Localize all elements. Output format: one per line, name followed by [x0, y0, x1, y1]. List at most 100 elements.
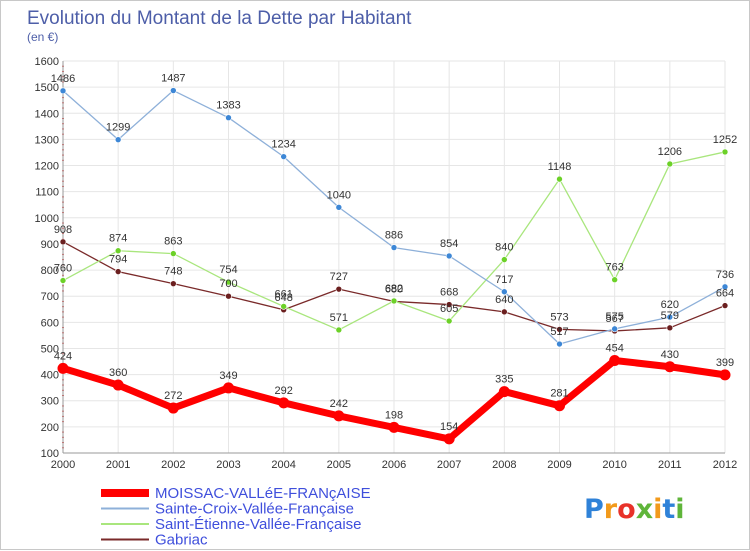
- legend-label: MOISSAC-VALLéE-FRANçAISE: [155, 485, 371, 502]
- x-tick-label: 2009: [547, 459, 571, 471]
- data-point: [721, 283, 729, 291]
- logo-letter: t: [662, 494, 675, 525]
- x-tick-label: 2001: [106, 459, 130, 471]
- data-label: 335: [495, 374, 513, 386]
- data-point: [170, 280, 177, 287]
- data-point: [114, 247, 122, 255]
- data-label: 640: [495, 294, 513, 306]
- x-tick-label: 2004: [271, 459, 295, 471]
- data-label: 754: [219, 264, 237, 276]
- y-tick-label: 700: [41, 291, 59, 303]
- data-label: 760: [54, 263, 72, 275]
- data-point: [390, 244, 398, 251]
- data-point: [59, 87, 67, 95]
- data-label: 854: [440, 238, 458, 250]
- data-point: [501, 288, 508, 296]
- data-point: [280, 153, 287, 160]
- legend: MOISSAC-VALLéE-FRANçAISESainte-Croix-Val…: [101, 485, 371, 549]
- data-point: [666, 160, 674, 168]
- data-label: 517: [550, 326, 568, 338]
- data-label: 292: [274, 385, 292, 397]
- data-label: 1040: [327, 189, 351, 201]
- data-point: [556, 175, 563, 183]
- y-tick-label: 900: [41, 239, 59, 251]
- x-tick-label: 2005: [327, 459, 351, 471]
- data-label: 360: [109, 367, 127, 379]
- data-label: 1486: [51, 73, 75, 85]
- data-label: 863: [164, 236, 182, 248]
- x-tick-label: 2003: [216, 459, 240, 471]
- data-point: [112, 379, 124, 391]
- data-point: [498, 386, 510, 398]
- data-point: [225, 292, 232, 300]
- data-point: [445, 301, 453, 308]
- y-tick-label: 400: [41, 370, 59, 382]
- chart-unit: (en €): [27, 30, 58, 44]
- x-tick-label: 2000: [51, 459, 75, 471]
- data-point: [611, 325, 618, 333]
- logo-letter: x: [636, 494, 653, 525]
- data-label: 242: [330, 398, 348, 410]
- data-label: 579: [661, 310, 679, 322]
- data-point: [335, 326, 343, 334]
- data-label: 1148: [548, 161, 572, 173]
- data-label: 661: [274, 288, 292, 300]
- data-label: 198: [385, 409, 403, 421]
- data-point: [333, 410, 345, 422]
- data-label: 424: [54, 350, 72, 362]
- y-tick-label: 300: [41, 396, 59, 408]
- y-tick-label: 1000: [35, 213, 59, 225]
- logo-letter: o: [617, 494, 636, 525]
- data-point: [57, 362, 69, 374]
- data-label: 682: [385, 283, 403, 295]
- x-tick-label: 2010: [602, 459, 626, 471]
- data-label: 430: [661, 349, 679, 361]
- data-label: 648: [274, 292, 292, 304]
- y-tick-label: 500: [41, 343, 59, 355]
- data-point: [225, 114, 232, 122]
- data-point: [167, 402, 179, 414]
- logo-letter: i: [675, 494, 684, 525]
- data-point: [223, 382, 234, 394]
- data-label: 874: [109, 233, 127, 245]
- data-point: [501, 308, 508, 316]
- y-tick-label: 1400: [35, 108, 59, 120]
- data-label: 886: [385, 230, 403, 242]
- y-tick-label: 1600: [35, 56, 59, 68]
- y-tick-label: 100: [41, 448, 59, 460]
- data-label: 1206: [658, 146, 682, 158]
- legend-label: Sainte-Croix-Vallée-Française: [155, 501, 354, 518]
- y-tick-label: 800: [41, 265, 59, 277]
- x-tick-label: 2008: [492, 459, 516, 471]
- logo-letter: P: [584, 494, 604, 525]
- data-label: 1252: [713, 134, 737, 146]
- x-tick-label: 2011: [658, 459, 682, 471]
- data-point: [59, 277, 67, 284]
- data-label: 794: [109, 254, 127, 266]
- logo-text: Proxiti: [584, 494, 685, 525]
- data-label: 1487: [161, 73, 185, 85]
- data-point: [445, 317, 453, 325]
- plot-area: 100 200 300 400 500 600 700 800 900 1000 1100 1200 1…: [35, 56, 738, 471]
- data-label: 840: [495, 242, 513, 254]
- data-point: [664, 361, 676, 373]
- data-label: 664: [716, 288, 734, 300]
- data-point: [719, 369, 731, 381]
- data-point: [721, 302, 729, 309]
- data-point: [59, 238, 67, 246]
- legend-label: Saint-Étienne-Vallée-Française: [155, 516, 362, 533]
- data-label: 567: [605, 313, 623, 325]
- y-tick-label: 200: [41, 422, 59, 434]
- y-tick-label: 600: [41, 317, 59, 329]
- data-label: 454: [605, 342, 623, 354]
- legend-label: Gabriac: [155, 532, 208, 549]
- x-tick-label: 2007: [437, 459, 461, 471]
- data-point: [501, 256, 508, 263]
- data-point: [554, 400, 565, 412]
- data-label: 668: [440, 287, 458, 299]
- data-label: 908: [54, 224, 72, 236]
- data-point: [114, 268, 122, 275]
- data-point: [335, 204, 343, 211]
- data-label: 748: [164, 266, 182, 278]
- x-tick-label: 2012: [713, 459, 737, 471]
